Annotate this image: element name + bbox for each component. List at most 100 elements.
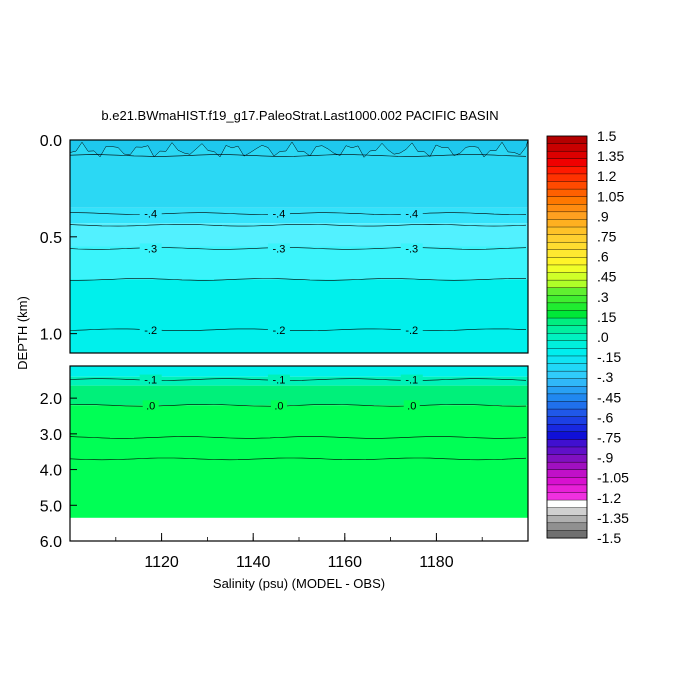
colorbar-swatch — [546, 401, 588, 410]
xtick-label: 1180 — [419, 554, 454, 571]
xtick-label: 1160 — [328, 554, 363, 571]
contour-label-bg — [267, 374, 290, 385]
colorbar-swatch — [546, 295, 588, 304]
upper-frame — [69, 139, 529, 354]
colorbar-label: 1.5 — [597, 128, 617, 144]
colorbar-swatch — [546, 317, 588, 327]
lower-ytick-label: 3.0 — [40, 427, 62, 444]
colorbar-swatch — [546, 219, 588, 228]
surface-contour — [69, 139, 529, 158]
colorbar-label: .0 — [597, 329, 609, 345]
colorbar-swatch — [546, 386, 588, 395]
contour-line — [69, 378, 527, 381]
upper-band-1 — [70, 207, 528, 224]
colorbar-swatch — [546, 325, 588, 334]
colorbar-swatch — [546, 241, 588, 251]
contour-label-bg — [267, 324, 290, 335]
colorbar-label: -.3 — [597, 369, 614, 385]
lower-ytick-label: 4.0 — [40, 463, 62, 480]
contour-label-bg — [270, 400, 287, 411]
contour-label: -.1 — [144, 375, 157, 387]
colorbar-label: -.9 — [597, 450, 614, 466]
colorbar-frame — [546, 135, 588, 539]
colorbar-swatch — [546, 484, 588, 493]
colorbar-swatch — [546, 143, 588, 152]
colorbar-swatch — [546, 477, 588, 486]
colorbar-swatch — [546, 333, 588, 342]
colorbar-swatch — [546, 522, 588, 531]
contour-label: -.3 — [144, 243, 157, 255]
colorbar-label: 1.35 — [597, 148, 624, 164]
contour-label: -.1 — [405, 375, 418, 387]
contour-label-bg — [139, 324, 162, 335]
colorbar-label: .9 — [597, 208, 609, 224]
colorbar-label: -.15 — [597, 349, 621, 365]
contour-line — [69, 154, 527, 157]
contour-label: .0 — [146, 400, 155, 412]
contour-label-bg — [139, 243, 162, 254]
colorbar-swatch — [546, 416, 588, 425]
contour-line — [69, 212, 527, 215]
contour-line — [69, 436, 527, 439]
contour-label-bg — [142, 400, 159, 411]
contour-line — [69, 223, 527, 227]
colorbar-label: .6 — [597, 249, 609, 265]
colorbar-swatch — [546, 408, 588, 418]
colorbar-swatch — [546, 454, 588, 463]
contour-label-bg — [400, 324, 423, 335]
contour-label: -.2 — [405, 325, 418, 337]
contour-label-bg — [267, 243, 290, 254]
upper-band-4 — [70, 279, 528, 353]
contour-line — [69, 457, 527, 461]
colorbar-swatch — [546, 348, 588, 357]
contour-label-bg — [139, 208, 162, 219]
contour-label-bg — [400, 208, 423, 219]
contour-label: -.2 — [144, 325, 157, 337]
colorbar-swatch — [546, 507, 588, 516]
contour-line — [69, 404, 527, 407]
colorbar-swatch — [546, 515, 588, 524]
colorbar-swatch — [546, 158, 588, 167]
contour-label: -.3 — [273, 243, 286, 255]
colorbar-label: 1.05 — [597, 188, 624, 204]
colorbar-swatch — [546, 340, 588, 349]
colorbar-label: -.75 — [597, 430, 621, 446]
colorbar-swatch — [546, 310, 588, 319]
contour-label: .0 — [274, 400, 283, 412]
upper-band-2 — [70, 223, 528, 247]
x-axis-label: Salinity (psu) (MODEL - OBS) — [213, 576, 385, 591]
contour-label-bg — [400, 374, 423, 385]
contour-label-bg — [139, 374, 162, 385]
colorbar-swatch — [546, 431, 588, 440]
contour-label: -.1 — [273, 375, 286, 387]
lower-ytick-label: 6.0 — [40, 534, 62, 551]
colorbar-label: .45 — [597, 269, 617, 285]
lower-ytick-label: 5.0 — [40, 498, 62, 515]
x-axis: 1120 1140 1160 1180 — [69, 533, 529, 571]
lower-panel: -.1 -.1 -.1 .0 .0 .0 2.0 3.0 4.0 5.0 6.0 — [40, 365, 529, 551]
colorbar-label: -1.5 — [597, 530, 621, 546]
colorbar-swatch — [546, 446, 588, 456]
contour-line — [69, 278, 527, 281]
colorbar-swatch — [546, 204, 588, 213]
colorbar-label: -.6 — [597, 409, 614, 425]
colorbar-swatch — [546, 363, 588, 372]
colorbar-swatch — [546, 287, 588, 296]
colorbar-swatch — [546, 355, 588, 365]
colorbar-label: .75 — [597, 229, 617, 245]
contour-line — [69, 247, 527, 250]
colorbar-label: -1.05 — [597, 470, 629, 486]
chart-title: b.e21.BWmaHIST.f19_g17.PaleoStrat.Last10… — [101, 108, 498, 123]
contour-label-bg — [400, 243, 423, 254]
colorbar-swatch — [546, 257, 588, 266]
contour-label: .0 — [407, 400, 416, 412]
colorbar-swatch — [546, 249, 588, 258]
colorbar-swatch — [546, 469, 588, 478]
contour-label-bg — [267, 208, 290, 219]
colorbar-swatch — [546, 181, 588, 190]
colorbar-swatch — [546, 461, 588, 471]
colorbar-swatch — [546, 370, 588, 380]
contour-label: -.4 — [273, 209, 286, 221]
colorbar-swatch — [546, 439, 588, 448]
colorbar-swatch — [546, 279, 588, 289]
